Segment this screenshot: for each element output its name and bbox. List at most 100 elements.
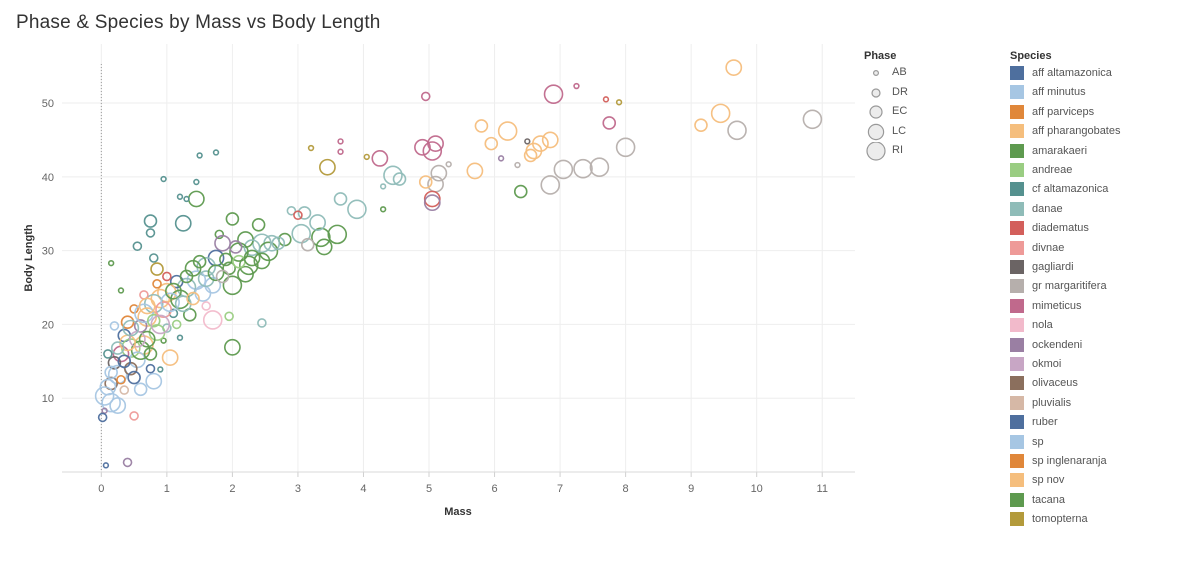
data-point[interactable] <box>422 141 443 161</box>
data-point[interactable] <box>514 161 521 169</box>
data-point[interactable] <box>225 212 240 226</box>
data-point[interactable] <box>725 59 743 77</box>
data-point[interactable] <box>423 194 441 212</box>
species-legend-item[interactable]: tacana <box>1010 492 1175 509</box>
data-point[interactable] <box>197 270 215 288</box>
phase-legend-item[interactable]: LC <box>864 123 974 141</box>
species-legend-item[interactable]: danae <box>1010 201 1175 218</box>
data-point[interactable] <box>132 241 143 251</box>
data-point[interactable] <box>143 347 158 361</box>
data-point[interactable] <box>309 214 326 231</box>
data-point[interactable] <box>315 238 333 256</box>
species-legend-item[interactable]: pluvialis <box>1010 395 1175 412</box>
data-point[interactable] <box>119 385 130 395</box>
data-point[interactable] <box>293 210 303 220</box>
data-point[interactable] <box>110 341 125 355</box>
data-point[interactable] <box>145 228 156 238</box>
data-point[interactable] <box>615 99 623 106</box>
phase-legend-item[interactable]: AB <box>864 64 974 82</box>
data-point[interactable] <box>130 340 151 361</box>
data-point[interactable] <box>513 184 528 199</box>
phase-legend-item[interactable]: EC <box>864 103 974 121</box>
data-point[interactable] <box>134 303 154 324</box>
data-point[interactable] <box>224 311 234 322</box>
species-legend-item[interactable]: amarakaeri <box>1010 143 1175 160</box>
data-point[interactable] <box>161 349 179 367</box>
data-point[interactable] <box>427 135 444 153</box>
data-point[interactable] <box>94 386 115 406</box>
data-point[interactable] <box>215 269 230 284</box>
data-point[interactable] <box>484 136 499 151</box>
species-legend-item[interactable]: aff minutus <box>1010 85 1175 101</box>
data-point[interactable] <box>107 355 122 370</box>
data-point[interactable] <box>297 206 312 220</box>
data-point[interactable] <box>171 319 182 330</box>
data-point[interactable] <box>146 313 161 328</box>
data-point[interactable] <box>379 206 387 213</box>
data-point[interactable] <box>107 259 115 267</box>
data-point[interactable] <box>423 190 441 208</box>
data-point[interactable] <box>174 214 192 232</box>
data-point[interactable] <box>694 118 708 132</box>
species-legend-item[interactable]: sp inglenaranja <box>1010 454 1175 470</box>
data-point[interactable] <box>414 138 431 156</box>
data-point[interactable] <box>252 233 272 254</box>
data-point[interactable] <box>257 318 267 328</box>
data-point[interactable] <box>150 314 171 335</box>
data-point[interactable] <box>145 372 163 390</box>
data-point[interactable] <box>201 301 211 311</box>
data-point[interactable] <box>466 162 484 180</box>
data-point[interactable] <box>214 234 231 252</box>
data-point[interactable] <box>214 229 225 240</box>
data-point[interactable] <box>223 338 241 356</box>
data-point[interactable] <box>228 240 243 254</box>
data-point[interactable] <box>300 237 315 252</box>
data-point[interactable] <box>207 264 225 282</box>
data-point[interactable] <box>127 370 141 385</box>
data-point[interactable] <box>615 137 636 158</box>
data-point[interactable] <box>573 82 580 90</box>
data-point[interactable] <box>497 121 518 141</box>
data-point[interactable] <box>117 287 125 294</box>
data-point[interactable] <box>212 149 220 156</box>
data-point[interactable] <box>541 131 559 149</box>
data-point[interactable] <box>238 255 259 276</box>
data-point[interactable] <box>418 175 433 189</box>
species-legend-item[interactable]: diadematus <box>1010 221 1175 237</box>
data-point[interactable] <box>152 279 162 289</box>
data-point[interactable] <box>176 334 184 341</box>
data-point[interactable] <box>602 116 617 130</box>
species-legend-item[interactable]: divnae <box>1010 240 1175 257</box>
species-legend-item[interactable]: aff pharangobates <box>1010 124 1175 140</box>
species-legend-item[interactable]: sp nov <box>1010 473 1175 489</box>
data-point[interactable] <box>129 411 139 421</box>
species-legend-item[interactable]: cf altamazonica <box>1010 182 1175 198</box>
data-point[interactable] <box>271 236 286 251</box>
data-point[interactable] <box>101 407 108 414</box>
data-point[interactable] <box>523 148 538 163</box>
data-point[interactable] <box>286 205 297 216</box>
data-point[interactable] <box>162 271 172 282</box>
data-point[interactable] <box>104 365 118 380</box>
species-legend-item[interactable]: okmoi <box>1010 357 1175 373</box>
phase-legend-item[interactable]: RI <box>864 142 974 161</box>
data-point[interactable] <box>155 301 172 319</box>
data-point[interactable] <box>540 175 561 195</box>
data-point[interactable] <box>307 144 315 152</box>
data-point[interactable] <box>138 330 156 348</box>
data-point[interactable] <box>165 282 182 300</box>
data-point[interactable] <box>710 103 731 124</box>
species-legend-item[interactable]: mimeticus <box>1010 298 1175 315</box>
data-point[interactable] <box>192 254 207 269</box>
data-point[interactable] <box>543 84 564 104</box>
data-point[interactable] <box>193 178 200 186</box>
data-point[interactable] <box>333 192 348 206</box>
data-point[interactable] <box>183 195 190 203</box>
data-point[interactable] <box>196 152 203 159</box>
data-point[interactable] <box>119 334 136 352</box>
data-point[interactable] <box>109 321 120 331</box>
species-legend-item[interactable]: aff altamazonica <box>1010 66 1175 82</box>
data-point[interactable] <box>99 378 117 396</box>
data-point[interactable] <box>553 159 574 180</box>
species-legend-item[interactable]: nola <box>1010 318 1175 334</box>
